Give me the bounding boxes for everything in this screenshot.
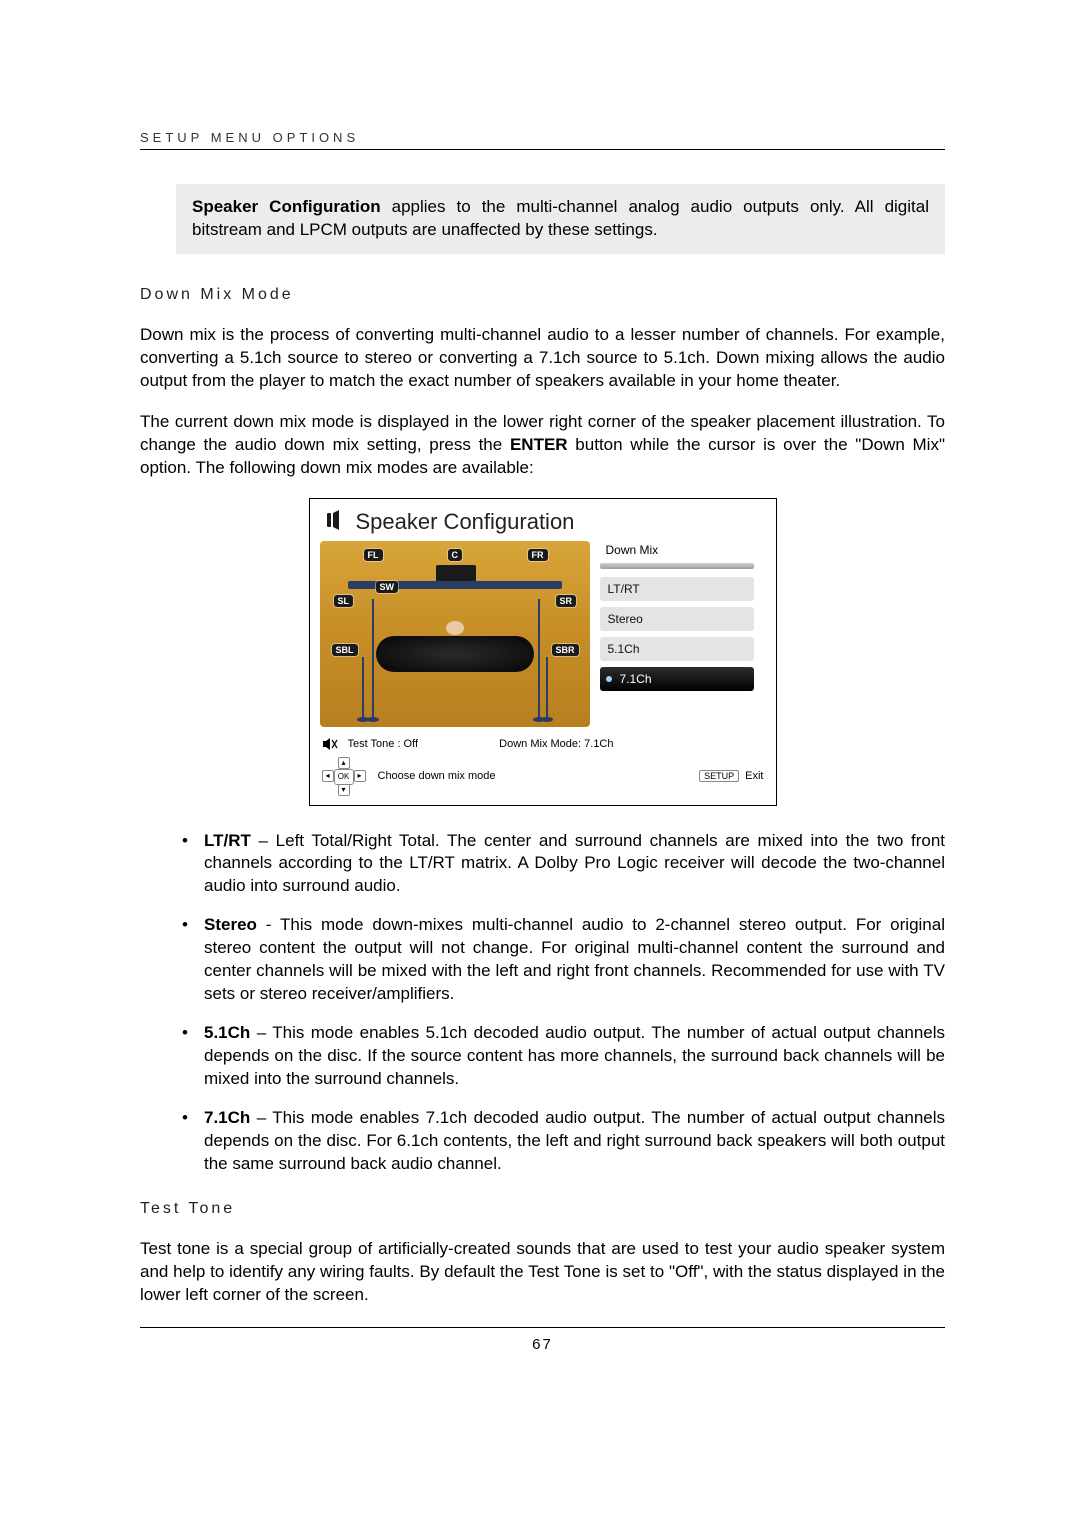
list-item: 7.1Ch – This mode enables 7.1ch decoded … [176, 1107, 945, 1176]
speaker-tag-sbr: SBR [552, 644, 579, 656]
speaker-tag-fl: FL [364, 549, 383, 561]
speaker-stand [538, 599, 540, 719]
arrow-left-icon: ◂ [322, 770, 334, 782]
bullet-label: Stereo [204, 915, 257, 934]
speaker-tag-fr: FR [528, 549, 548, 561]
speaker-configuration-figure: Speaker Configuration FL C FR SW SL [309, 498, 777, 806]
menu-header: Down Mix [600, 541, 754, 563]
setup-exit: SETUP Exit [699, 770, 763, 782]
exit-label: Exit [745, 770, 763, 782]
down-mix-menu: Down Mix LT/RT Stereo 5.1Ch 7.1Ch [600, 541, 754, 727]
page-number: 67 [532, 1336, 553, 1353]
bullet-label: 5.1Ch [204, 1023, 250, 1042]
page-footer: 67 [140, 1327, 945, 1353]
mix-mode-status: Down Mix Mode: 7.1Ch [499, 738, 613, 750]
page: SETUP MENU OPTIONS Speaker Configuration… [0, 0, 1080, 1413]
list-item: LT/RT – Left Total/Right Total. The cent… [176, 830, 945, 899]
speaker-tag-sbl: SBL [332, 644, 358, 656]
list-item: 5.1Ch – This mode enables 5.1ch decoded … [176, 1022, 945, 1091]
menu-item-label: 5.1Ch [608, 642, 640, 656]
figure-title: Speaker Configuration [356, 509, 575, 535]
down-mix-instruction-paragraph: The current down mix mode is displayed i… [140, 411, 945, 480]
bullet-text: – Left Total/Right Total. The center and… [204, 831, 945, 896]
heading-down-mix-mode: Down Mix Mode [140, 286, 945, 304]
figure-footer: ▴ ▾ ◂ ▸ OK Choose down mix mode SETUP Ex… [310, 751, 776, 805]
menu-item-label: LT/RT [608, 582, 640, 596]
speaker-icon [324, 509, 346, 534]
menu-item-71ch[interactable]: 7.1Ch [600, 667, 754, 691]
dpad-icon: ▴ ▾ ◂ ▸ OK [322, 757, 364, 795]
listener-head [446, 621, 464, 635]
figure-body: FL C FR SW SL SR SBL SBR Down Mix LT/RT … [310, 541, 776, 735]
bullet-text: – This mode enables 7.1ch decoded audio … [204, 1108, 945, 1173]
speaker-tag-sl: SL [334, 595, 354, 607]
room-illustration: FL C FR SW SL SR SBL SBR [320, 541, 590, 727]
footer-hint: Choose down mix mode [378, 770, 686, 782]
speaker-stand [546, 657, 548, 719]
speaker-tag-c: C [448, 549, 463, 561]
figure-container: Speaker Configuration FL C FR SW SL [140, 498, 945, 806]
ok-button-icon: OK [334, 769, 354, 785]
menu-item-stereo[interactable]: Stereo [600, 607, 754, 631]
list-item: Stereo - This mode down-mixes multi-chan… [176, 914, 945, 1006]
sofa-shape [376, 636, 534, 672]
speaker-stand [372, 599, 374, 719]
menu-item-label: Stereo [608, 612, 643, 626]
test-tone-paragraph: Test tone is a special group of artifici… [140, 1238, 945, 1307]
bullet-text: - This mode down-mixes multi-channel aud… [204, 915, 945, 1003]
menu-separator [600, 563, 754, 569]
bullet-label: LT/RT [204, 831, 251, 850]
speaker-stand [362, 657, 364, 719]
arrow-right-icon: ▸ [354, 770, 366, 782]
bullet-text: – This mode enables 5.1ch decoded audio … [204, 1023, 945, 1088]
arrow-up-icon: ▴ [338, 757, 350, 769]
down-mix-mode-list: LT/RT – Left Total/Right Total. The cent… [176, 830, 945, 1176]
menu-item-label: 7.1Ch [620, 672, 652, 686]
mute-icon [322, 737, 338, 751]
figure-title-row: Speaker Configuration [310, 499, 776, 541]
figure-status-row: Test Tone : Off Down Mix Mode: 7.1Ch [310, 735, 776, 751]
test-tone-status: Test Tone : Off [348, 738, 419, 750]
bullet-label: 7.1Ch [204, 1108, 250, 1127]
setup-button-icon: SETUP [699, 770, 739, 782]
callout-bold: Speaker Configuration [192, 197, 381, 216]
running-head: SETUP MENU OPTIONS [140, 130, 945, 150]
enter-key-label: ENTER [510, 435, 568, 454]
down-mix-intro-paragraph: Down mix is the process of converting mu… [140, 324, 945, 393]
speaker-tag-sw: SW [376, 581, 399, 593]
menu-item-51ch[interactable]: 5.1Ch [600, 637, 754, 661]
heading-test-tone: Test Tone [140, 1200, 945, 1218]
speaker-config-callout: Speaker Configuration applies to the mul… [176, 184, 945, 254]
speaker-tag-sr: SR [556, 595, 577, 607]
arrow-down-icon: ▾ [338, 784, 350, 796]
menu-item-ltrt[interactable]: LT/RT [600, 577, 754, 601]
tv-shape [436, 565, 476, 583]
